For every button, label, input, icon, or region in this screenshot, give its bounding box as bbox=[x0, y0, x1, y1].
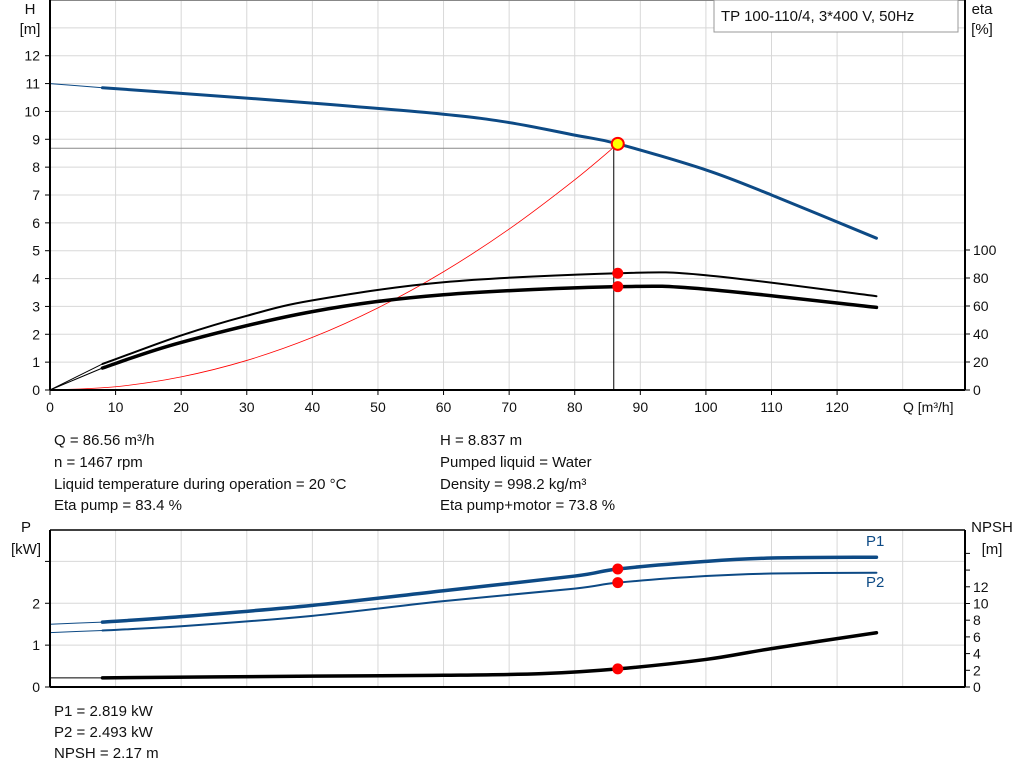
x-tick-label: 120 bbox=[825, 399, 849, 415]
npsh-tick-label: 12 bbox=[973, 579, 989, 595]
y2-tick-label: 40 bbox=[973, 326, 989, 342]
eta-pump-motor-curve bbox=[100, 284, 879, 370]
y-tick-label: 6 bbox=[32, 215, 40, 231]
eta-pump-curve bbox=[101, 271, 878, 365]
eta-pump-curve-extrapolated bbox=[49, 363, 103, 391]
info-p2: P2 = 2.493 kW bbox=[54, 724, 154, 741]
eta-pump-motor-curve-extrapolated bbox=[49, 367, 103, 391]
x-tick-label: 30 bbox=[239, 399, 255, 415]
info-top: Q = 86.56 m³/h n = 1467 rpm Liquid tempe… bbox=[54, 432, 615, 514]
p-tick-label: 2 bbox=[32, 595, 40, 611]
system-curve bbox=[49, 143, 619, 391]
info-eta-pump-motor: Eta pump+motor = 73.8 % bbox=[440, 497, 615, 514]
curves bbox=[49, 83, 879, 680]
x-tick-label: 90 bbox=[633, 399, 649, 415]
info-eta-pump: Eta pump = 83.4 % bbox=[54, 497, 182, 514]
y2-axis-unit-eta: [%] bbox=[971, 21, 993, 38]
y-tick-label: 0 bbox=[32, 382, 40, 398]
x-tick-label: 10 bbox=[108, 399, 124, 415]
operating-point-marker bbox=[610, 136, 625, 151]
npsh-tick-label: 4 bbox=[973, 646, 981, 662]
bottom-grid bbox=[50, 530, 965, 687]
eta-pump-marker bbox=[612, 267, 624, 279]
y2-axis-unit-npsh: [m] bbox=[982, 541, 1003, 558]
y-tick-label: 3 bbox=[32, 298, 40, 314]
info-npsh: NPSH = 2.17 m bbox=[54, 745, 159, 762]
info-n: n = 1467 rpm bbox=[54, 454, 143, 471]
y2-tick-label: 20 bbox=[973, 354, 989, 370]
x-axis-label-q: Q [m³/h] bbox=[903, 399, 954, 415]
npsh-marker bbox=[612, 663, 624, 675]
npsh-tick-label: 10 bbox=[973, 595, 989, 611]
y2-tick-label: 60 bbox=[973, 298, 989, 314]
y-tick-label: 2 bbox=[32, 326, 40, 342]
y2-tick-label: 0 bbox=[973, 382, 981, 398]
info-p1: P1 = 2.819 kW bbox=[54, 703, 154, 720]
p-tick-label: 0 bbox=[32, 679, 40, 695]
p1-curve bbox=[100, 555, 879, 624]
p2-curve bbox=[101, 571, 878, 632]
y-axis-unit-p: [kW] bbox=[11, 541, 41, 558]
info-bottom: P1 = 2.819 kW P2 = 2.493 kW NPSH = 2.17 … bbox=[54, 703, 159, 762]
top-grid bbox=[50, 0, 965, 390]
x-tick-label: 0 bbox=[46, 399, 54, 415]
x-tick-label: 100 bbox=[694, 399, 718, 415]
info-h: H = 8.837 m bbox=[440, 432, 522, 449]
p1-curve-extrapolated bbox=[49, 621, 103, 625]
y-tick-label: 5 bbox=[32, 243, 40, 259]
y-axis-label-h: H bbox=[25, 1, 36, 18]
x-tick-label: 50 bbox=[370, 399, 386, 415]
info-q: Q = 86.56 m³/h bbox=[54, 432, 154, 449]
y2-tick-label: 100 bbox=[973, 242, 997, 258]
x-tick-label: 80 bbox=[567, 399, 583, 415]
y-axis-label-p: P bbox=[21, 519, 31, 536]
npsh-curve bbox=[100, 630, 879, 680]
npsh-tick-label: 8 bbox=[973, 612, 981, 628]
y-tick-label: 4 bbox=[32, 271, 40, 287]
y-tick-label: 9 bbox=[32, 131, 40, 147]
npsh-tick-label: 0 bbox=[973, 679, 981, 695]
title-box-text: TP 100-110/4, 3*400 V, 50Hz bbox=[721, 8, 914, 25]
p-tick-label: 1 bbox=[32, 637, 40, 653]
p2-curve-extrapolated bbox=[49, 629, 103, 634]
x-tick-label: 60 bbox=[436, 399, 452, 415]
x-tick-label: 20 bbox=[173, 399, 189, 415]
p2-series-label: P2 bbox=[866, 574, 884, 591]
p2-marker bbox=[612, 577, 624, 589]
y-tick-label: 1 bbox=[32, 354, 40, 370]
y-tick-label: 12 bbox=[24, 48, 40, 64]
y-axis-unit-h: [m] bbox=[20, 21, 41, 38]
eta-pump-motor-marker bbox=[612, 281, 624, 293]
info-density: Density = 998.2 kg/m³ bbox=[440, 476, 586, 493]
y-tick-label: 8 bbox=[32, 159, 40, 175]
y2-axis-label-eta: eta bbox=[972, 1, 994, 18]
y-tick-label: 11 bbox=[25, 76, 40, 92]
info-pumped-liquid: Pumped liquid = Water bbox=[440, 454, 592, 471]
y-tick-label: 10 bbox=[24, 103, 40, 119]
h-curve-extrapolated bbox=[49, 83, 103, 89]
x-tick-label: 40 bbox=[305, 399, 321, 415]
h-curve bbox=[100, 86, 878, 240]
y2-axis-label-npsh: NPSH bbox=[971, 519, 1013, 536]
info-temperature: Liquid temperature during operation = 20… bbox=[54, 476, 347, 493]
tick-labels: 0 10 20 30 40 50 60 70 80 90 100 110 120012345678910… bbox=[24, 48, 996, 695]
p1-marker bbox=[612, 563, 624, 575]
x-tick-label: 70 bbox=[501, 399, 517, 415]
p1-series-label: P1 bbox=[866, 533, 884, 550]
x-tick-label: 110 bbox=[760, 399, 783, 415]
y2-tick-label: 80 bbox=[973, 270, 989, 286]
npsh-tick-label: 2 bbox=[973, 662, 981, 678]
y-tick-label: 7 bbox=[32, 187, 40, 203]
npsh-tick-label: 6 bbox=[973, 629, 981, 645]
title-box bbox=[713, 0, 959, 33]
